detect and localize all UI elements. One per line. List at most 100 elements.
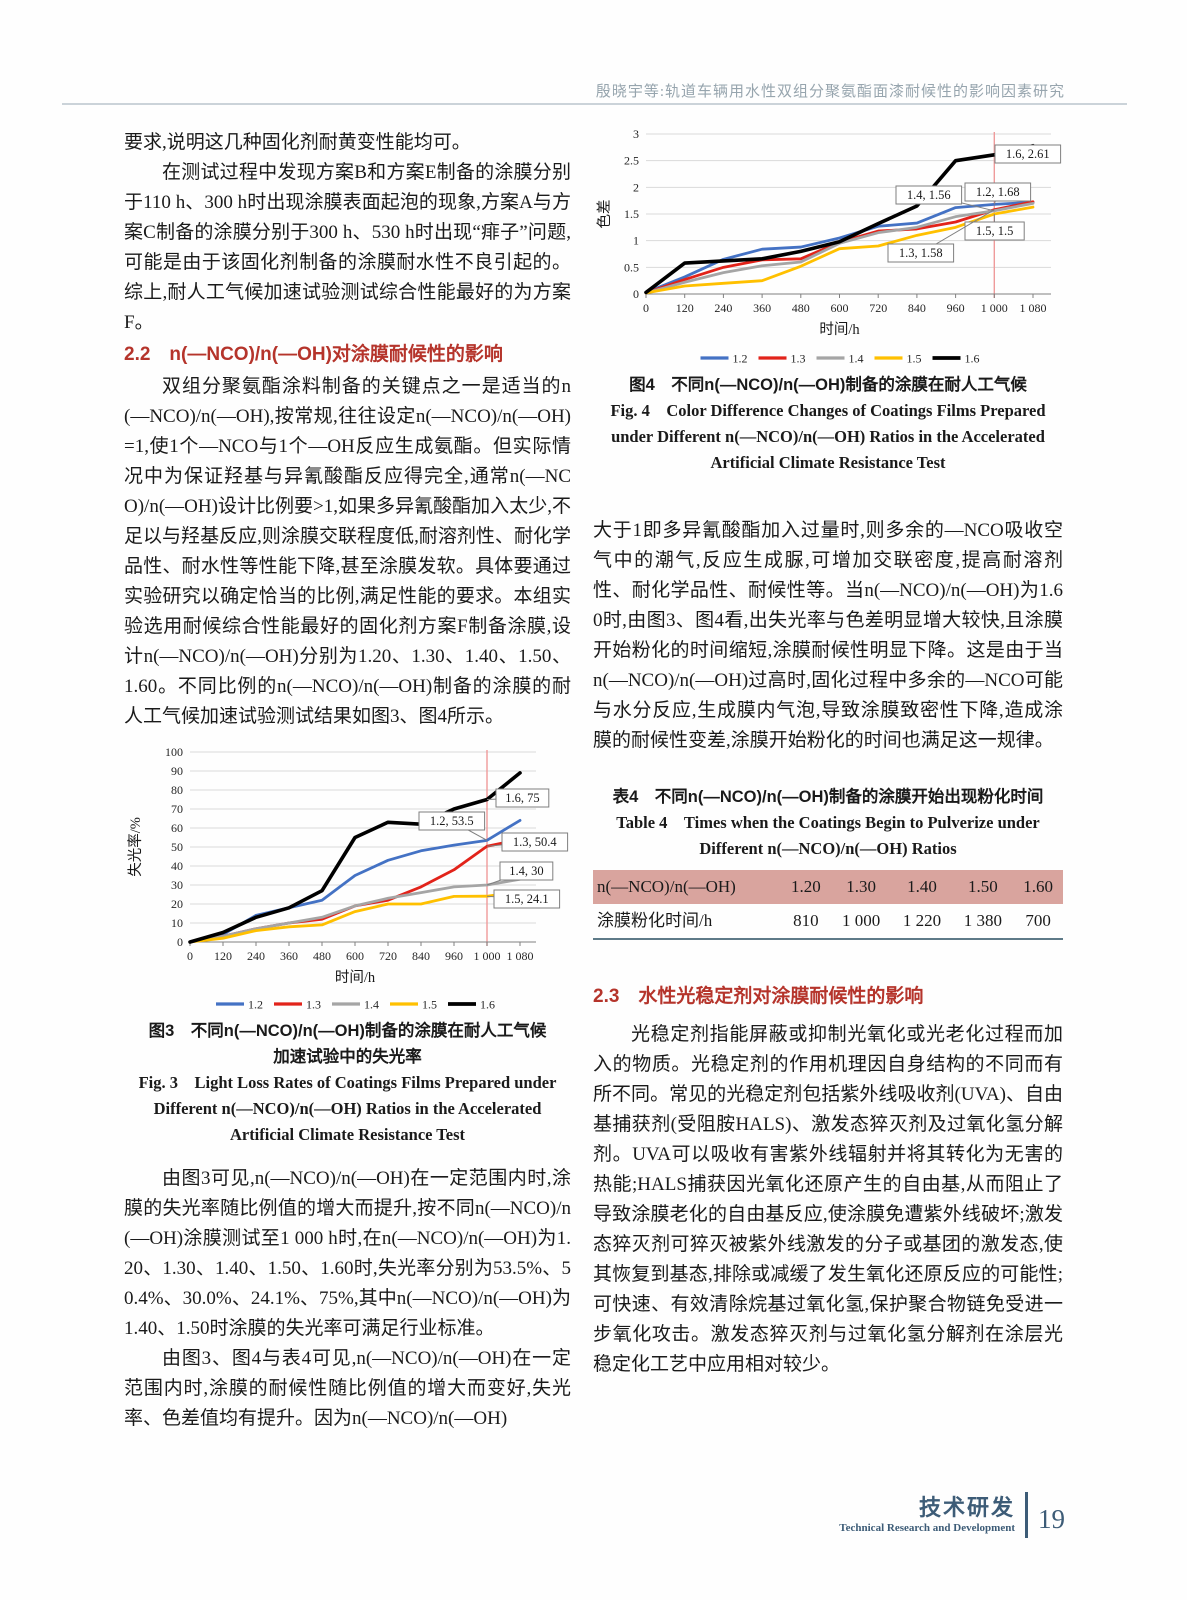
- svg-text:720: 720: [379, 949, 397, 963]
- table-4-block: 表4 不同n(—NCO)/n(—OH)制备的涂膜开始出现粉化时间 Table 4…: [593, 784, 1063, 940]
- svg-text:120: 120: [676, 301, 694, 315]
- svg-text:1.3, 1.58: 1.3, 1.58: [899, 246, 943, 260]
- svg-text:0: 0: [177, 935, 183, 949]
- svg-text:90: 90: [171, 764, 183, 778]
- footer-section: 技术研发 Technical Research and Development: [839, 1495, 1015, 1536]
- fig3-caption: 图3 不同n(—NCO)/n(—OH)制备的涂膜在耐人工气候 加速试验中的失光率…: [124, 1018, 571, 1148]
- svg-text:360: 360: [753, 301, 771, 315]
- footer-section-cn: 技术研发: [918, 1494, 1015, 1520]
- svg-text:2: 2: [633, 180, 639, 194]
- svg-text:失光率/%: 失光率/%: [127, 817, 144, 877]
- svg-text:1.5, 1.5: 1.5, 1.5: [976, 224, 1014, 238]
- svg-text:1: 1: [633, 234, 639, 248]
- section-heading-2-2: 2.2 n(—NCO)/n(—OH)对涂膜耐候性的影响: [124, 344, 503, 365]
- svg-text:1.2, 1.68: 1.2, 1.68: [976, 185, 1020, 199]
- svg-text:1.6, 75: 1.6, 75: [505, 791, 539, 805]
- footer-divider: [1025, 1492, 1028, 1538]
- svg-text:960: 960: [947, 301, 965, 315]
- svg-text:1.4, 1.56: 1.4, 1.56: [907, 188, 951, 202]
- table-header-cell: 1.20: [790, 877, 821, 896]
- svg-text:40: 40: [171, 859, 183, 873]
- svg-text:时间/h: 时间/h: [335, 969, 376, 986]
- svg-text:1.6, 2.61: 1.6, 2.61: [1006, 147, 1050, 161]
- fig3-line-chart: 0 10 20 30 40 50 60 70 80 90 100 0 120 240 360 480 600 72…: [124, 744, 571, 1018]
- svg-text:70: 70: [171, 802, 183, 816]
- svg-text:0.5: 0.5: [624, 260, 639, 274]
- svg-text:1.3: 1.3: [306, 998, 321, 1012]
- paragraph: 光稳定剂指能屏蔽或抑制光氧化或光老化过程而加入的物质。光稳定剂的作用机理因自身结…: [593, 1024, 1063, 1375]
- svg-text:720: 720: [869, 301, 887, 315]
- figure-3: 0 10 20 30 40 50 60 70 80 90 100 0 120 240 360 480 600 72…: [124, 744, 571, 1148]
- svg-text:1.4, 30: 1.4, 30: [509, 864, 543, 878]
- table-header-cell: n(—NCO)/n(—OH): [597, 877, 736, 896]
- svg-text:1 080: 1 080: [507, 949, 534, 963]
- svg-text:0: 0: [187, 949, 193, 963]
- svg-text:50: 50: [171, 840, 183, 854]
- table-4: n(—NCO)/n(—OH) 1.20 1.30 1.40 1.50 1.60 涂膜粉化时间…: [593, 870, 1063, 940]
- table-cell: 1 380: [963, 911, 1002, 930]
- page-number: 19: [1038, 1504, 1065, 1534]
- svg-text:时间/h: 时间/h: [819, 321, 860, 338]
- section-heading-2-3: 2.3 水性光稳定剂对涂膜耐候性的影响: [593, 986, 924, 1007]
- footer-section-en: Technical Research and Development: [839, 1521, 1015, 1534]
- svg-text:1.4: 1.4: [364, 998, 379, 1012]
- svg-text:1.2: 1.2: [248, 998, 263, 1012]
- svg-text:1.2: 1.2: [733, 352, 748, 366]
- paragraph: 要求,说明这几种固化剂耐黄变性能均可。: [124, 132, 471, 153]
- fig3-caption-cn-line2: 加速试验中的失光率: [273, 1048, 422, 1066]
- svg-text:1.3: 1.3: [791, 352, 806, 366]
- svg-text:1.3, 50.4: 1.3, 50.4: [513, 835, 558, 849]
- table-cell: 700: [1025, 911, 1051, 930]
- table-header-cell: 1.50: [967, 877, 998, 896]
- svg-text:240: 240: [714, 301, 732, 315]
- svg-text:600: 600: [346, 949, 364, 963]
- svg-text:1.5: 1.5: [907, 352, 922, 366]
- svg-text:30: 30: [171, 878, 183, 892]
- svg-text:360: 360: [280, 949, 298, 963]
- svg-text:1.6: 1.6: [965, 352, 980, 366]
- svg-text:1.5: 1.5: [624, 207, 639, 221]
- fig4-caption-cn: 图4 不同n(—NCO)/n(—OH)制备的涂膜在耐人工气候: [629, 376, 1027, 394]
- svg-text:960: 960: [445, 949, 463, 963]
- svg-text:60: 60: [171, 821, 183, 835]
- table-cell: 1 000: [841, 911, 881, 930]
- svg-text:600: 600: [831, 301, 849, 315]
- table-header-cell: 1.30: [846, 877, 876, 896]
- table-cell: 1 220: [902, 911, 942, 930]
- svg-text:10: 10: [171, 916, 183, 930]
- svg-text:1 080: 1 080: [1020, 301, 1047, 315]
- svg-text:120: 120: [214, 949, 232, 963]
- table-header-cell: 1.60: [1023, 877, 1054, 896]
- paragraph: 大于1即多异氰酸酯加入过量时,则多余的—NCO吸收空气中的潮气,反应生成脲,可增…: [593, 520, 1063, 751]
- svg-text:20: 20: [171, 897, 183, 911]
- svg-text:1.2, 53.5: 1.2, 53.5: [430, 814, 474, 828]
- svg-text:1.5, 24.1: 1.5, 24.1: [505, 892, 549, 906]
- right-column: 0 0.5 1 1.5 2 2.5 3 0 120 240 360 480 600 720 840 960 1 …: [593, 126, 1063, 1380]
- fig3-caption-cn-line1: 图3 不同n(—NCO)/n(—OH)制备的涂膜在耐人工气候: [148, 1022, 547, 1040]
- fig4-caption-en: Fig. 4 Color Difference Changes of Coati…: [610, 401, 1046, 472]
- svg-text:0: 0: [633, 287, 639, 301]
- svg-text:2.5: 2.5: [624, 154, 639, 168]
- fig4-line-chart: 0 0.5 1 1.5 2 2.5 3 0 120 240 360 480 600 720 840 960 1 …: [593, 126, 1063, 372]
- svg-text:0: 0: [643, 301, 649, 315]
- table-cell: 810: [793, 911, 819, 930]
- paragraph: 由图3可见,n(—NCO)/n(—OH)在一定范围内时,涂膜的失光率随比例值的增…: [124, 1168, 571, 1339]
- svg-text:840: 840: [412, 949, 430, 963]
- svg-text:3: 3: [633, 127, 639, 141]
- svg-text:100: 100: [165, 745, 183, 759]
- table4-title-en: Table 4 Times when the Coatings Begin to…: [616, 813, 1040, 858]
- svg-text:1 000: 1 000: [474, 949, 501, 963]
- running-head: 殷晓宇等:轨道车辆用水性双组分聚氨酯面漆耐候性的影响因素研究: [595, 84, 1065, 100]
- svg-text:1.5: 1.5: [422, 998, 437, 1012]
- table-cell: 涂膜粉化时间/h: [597, 911, 713, 930]
- page-footer: 技术研发 Technical Research and Development …: [839, 1488, 1065, 1542]
- svg-text:1.6: 1.6: [480, 998, 495, 1012]
- svg-text:480: 480: [313, 949, 331, 963]
- svg-text:840: 840: [908, 301, 926, 315]
- svg-text:240: 240: [247, 949, 265, 963]
- svg-text:1 000: 1 000: [981, 301, 1008, 315]
- figure-4: 0 0.5 1 1.5 2 2.5 3 0 120 240 360 480 600 720 840 960 1 …: [593, 126, 1063, 476]
- svg-text:色差: 色差: [596, 200, 613, 229]
- left-column: 要求,说明这几种固化剂耐黄变性能均可。 在测试过程中发现方案B和方案E制备的涂膜…: [124, 128, 571, 1434]
- paragraph: 由图3、图4与表4可见,n(—NCO)/n(—OH)在一定范围内时,涂膜的耐候性…: [124, 1348, 571, 1429]
